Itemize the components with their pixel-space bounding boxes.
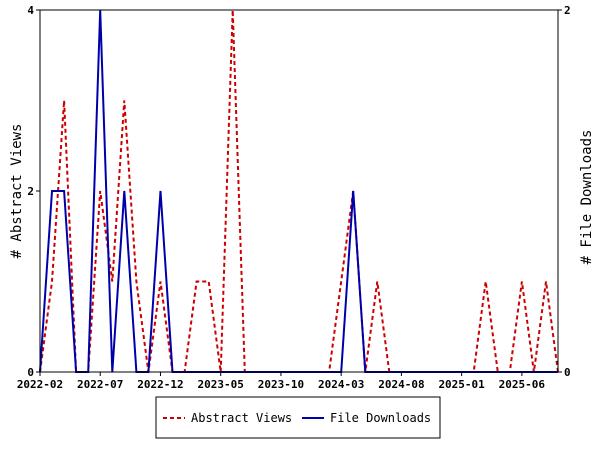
y-left-tick-label: 2: [27, 185, 34, 198]
x-tick-label: 2022-07: [77, 378, 123, 391]
y-axis-left-label: # Abstract Views: [9, 124, 25, 259]
axes: 0 2 4 0 2 2022-02 2022-07 2022-12 2023-05 2023-10…: [17, 4, 571, 391]
legend-box: [155, 396, 441, 439]
legend-label-file-downloads: File Downloads: [330, 411, 431, 425]
y-left-tick-label: 4: [27, 4, 34, 17]
legend: Abstract Views File Downloads: [155, 396, 441, 439]
x-tick-label: 2022-02: [17, 378, 63, 391]
x-tick-label: 2023-05: [198, 378, 244, 391]
x-tick-label: 2024-03: [318, 378, 364, 391]
x-tick-label: 2024-08: [378, 378, 424, 391]
x-tick-label: 2023-10: [258, 378, 304, 391]
x-tick-label: 2022-12: [137, 378, 183, 391]
y-right-tick-label: 0: [564, 366, 571, 379]
series-line-abstract-views: [39, 9, 559, 373]
x-tick-label: 2025-06: [499, 378, 546, 391]
y-right-tick-label: 2: [564, 4, 571, 17]
y-left-tick-label: 0: [27, 366, 34, 379]
x-tick-label: 2025-01: [438, 378, 485, 391]
plot-area: [39, 9, 559, 373]
legend-label-abstract-views: Abstract Views: [191, 411, 292, 425]
y-axis-right-label: # File Downloads: [579, 130, 595, 265]
